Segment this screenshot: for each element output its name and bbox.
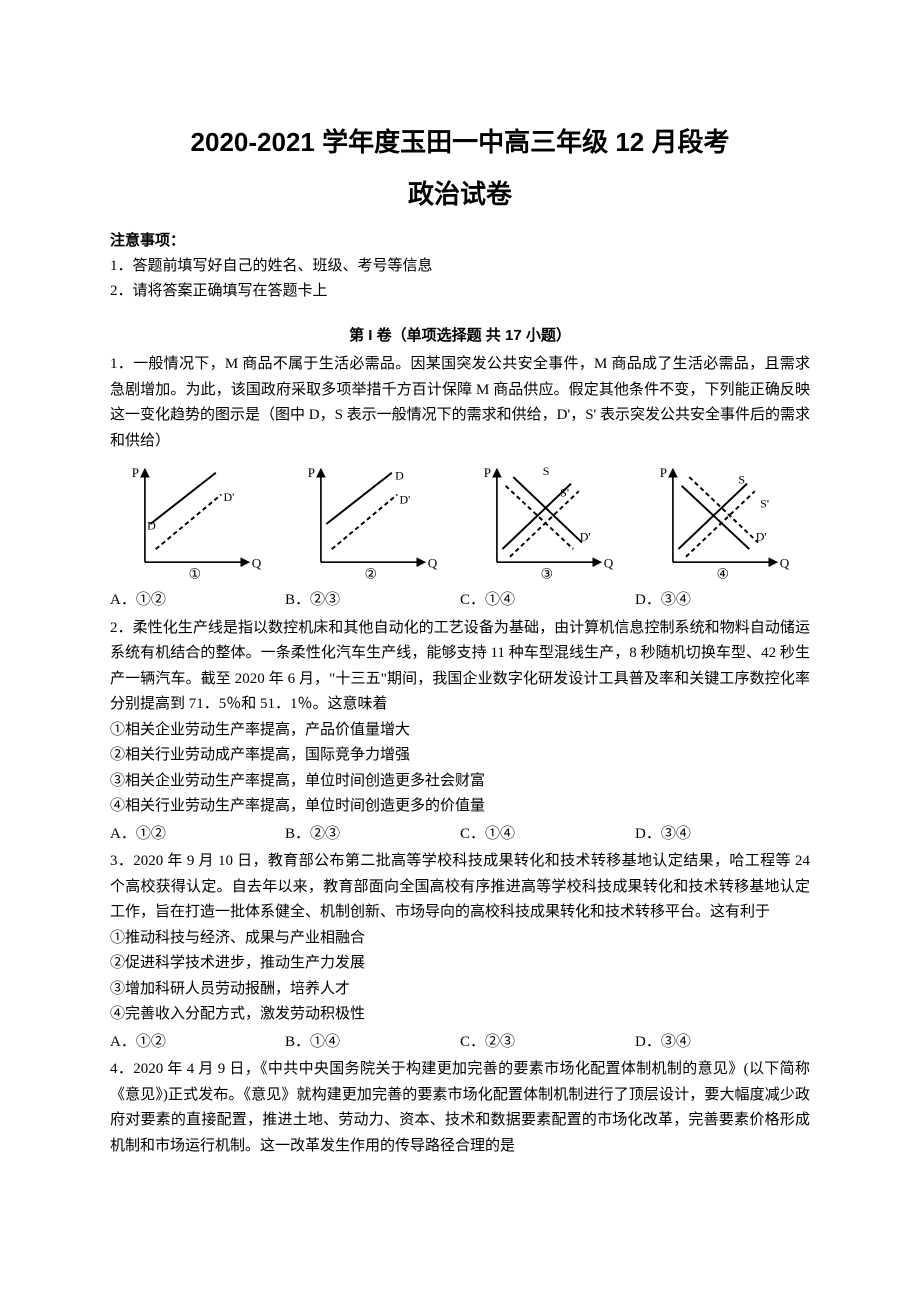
notice-item-1: 1．答题前填写好自己的姓名、班级、考号等信息	[110, 254, 810, 280]
q2-stem: 2．柔性化生产线是指以数控机床和其他自动化的工艺设备为基础，由计算机信息控制系统…	[110, 616, 810, 718]
q2-opt-a: A．①②	[110, 822, 285, 848]
svg-text:D': D'	[399, 493, 410, 507]
svg-text:D: D	[147, 519, 156, 533]
q3-sub-1: ①推动科技与经济、成果与产业相融合	[110, 926, 810, 952]
chart-4: P Q S S' D' ④	[638, 464, 806, 584]
q2-sub-3: ③相关企业劳动生产率提高，单位时间创造更多社会财富	[110, 769, 810, 795]
svg-text:D: D	[395, 469, 404, 483]
q1-charts: P Q D D' ① P Q D D' ②	[110, 464, 810, 584]
svg-text:②: ②	[365, 567, 378, 583]
q3-stem: 3．2020 年 9 月 10 日，教育部公布第二批高等学校科技成果转化和技术转…	[110, 849, 810, 926]
svg-text:S': S'	[560, 486, 569, 500]
q1-options: A．①② B．②③ C．①④ D．③④	[110, 588, 810, 614]
notice-heading: 注意事项：	[110, 228, 810, 254]
q3-options: A．①② B．①④ C．②③ D．③④	[110, 1030, 810, 1056]
q3-opt-c: C．②③	[460, 1030, 635, 1056]
chart-1: P Q D D' ①	[110, 464, 278, 584]
svg-text:Q: Q	[428, 556, 438, 571]
q3-opt-b: B．①④	[285, 1030, 460, 1056]
chart-3: P Q S S' D' ③	[462, 464, 630, 584]
svg-text:S': S'	[760, 497, 769, 511]
q1-opt-b: B．②③	[285, 588, 460, 614]
q2-sub-1: ①相关企业劳动生产率提高，产品价值量增大	[110, 718, 810, 744]
svg-text:Q: Q	[780, 556, 790, 571]
q3-sub-2: ②促进科学技术进步，推动生产力发展	[110, 951, 810, 977]
notice-item-2: 2．请将答案正确填写在答题卡上	[110, 279, 810, 305]
q2-opt-b: B．②③	[285, 822, 460, 848]
q2-sub-2: ②相关行业劳动成产率提高，国际竞争力增强	[110, 743, 810, 769]
title-sub: 政治试卷	[110, 172, 810, 216]
q2-sub-4: ④相关行业劳动生产率提高，单位时间创造更多的价值量	[110, 794, 810, 820]
svg-text:④: ④	[717, 567, 730, 583]
q1-opt-c: C．①④	[460, 588, 635, 614]
svg-text:S: S	[543, 464, 550, 478]
svg-text:D': D'	[580, 530, 591, 544]
chart-2: P Q D D' ②	[286, 464, 454, 584]
q3-opt-a: A．①②	[110, 1030, 285, 1056]
svg-text:P: P	[484, 465, 491, 480]
svg-text:Q: Q	[604, 556, 614, 571]
title-main: 2020-2021 学年度玉田一中高三年级 12 月段考	[110, 120, 810, 164]
svg-text:D': D'	[223, 490, 234, 504]
q2-opt-d: D．③④	[635, 822, 810, 848]
svg-text:P: P	[132, 465, 139, 480]
svg-text:P: P	[308, 465, 315, 480]
q4-stem: 4．2020 年 4 月 9 日，《中共中央国务院关于构建更加完善的要素市场化配…	[110, 1057, 810, 1159]
q1-stem: 1．一般情况下，M 商品不属于生活必需品。因某国突发公共安全事件，M 商品成了生…	[110, 352, 810, 454]
q2-opt-c: C．①④	[460, 822, 635, 848]
q1-opt-a: A．①②	[110, 588, 285, 614]
section-header: 第 I 卷（单项选择题 共 17 小题）	[110, 323, 810, 349]
svg-text:D': D'	[756, 530, 767, 544]
q3-sub-4: ④完善收入分配方式，激发劳动积极性	[110, 1002, 810, 1028]
svg-text:③: ③	[541, 567, 554, 583]
q2-options: A．①② B．②③ C．①④ D．③④	[110, 822, 810, 848]
svg-text:P: P	[660, 465, 667, 480]
q3-sub-3: ③增加科研人员劳动报酬，培养人才	[110, 977, 810, 1003]
svg-text:①: ①	[189, 567, 202, 583]
svg-text:S: S	[738, 473, 745, 487]
q1-opt-d: D．③④	[635, 588, 810, 614]
q3-opt-d: D．③④	[635, 1030, 810, 1056]
svg-text:Q: Q	[252, 556, 262, 571]
